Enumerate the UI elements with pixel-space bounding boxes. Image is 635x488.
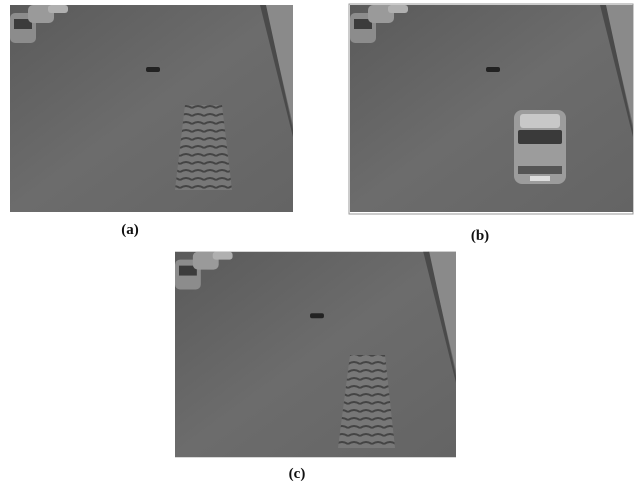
road-image [10, 5, 293, 212]
panel-label: (a) [121, 222, 139, 238]
figure: (a) (b) (c) [0, 0, 635, 488]
panel-label: (b) [471, 228, 489, 244]
road-image [350, 5, 633, 212]
panel-c: (c) [175, 252, 456, 482]
tire-marks [175, 105, 232, 190]
panel-a: (a) [10, 5, 293, 238]
panel-b: (b) [349, 4, 633, 244]
car [514, 110, 566, 184]
road-image [175, 252, 456, 458]
panel-label: (c) [289, 466, 306, 482]
